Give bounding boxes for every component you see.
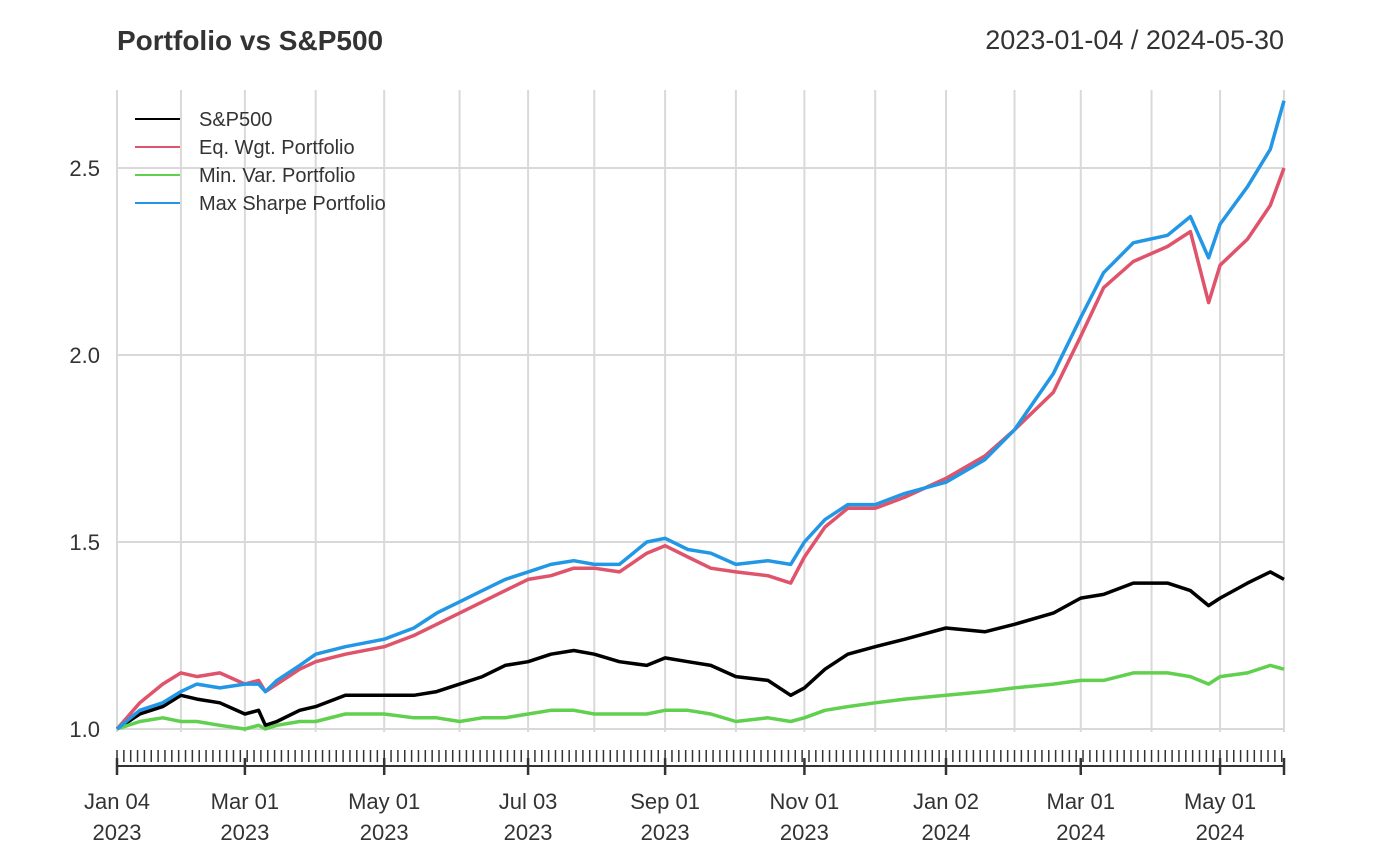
x-tick-label: May 01 [1184,789,1256,814]
x-tick-year-label: 2023 [504,820,553,845]
series-line-s-p500 [116,570,1285,731]
y-tick-label: 2.0 [69,343,100,368]
x-tick-year-label: 2023 [641,820,690,845]
x-tick-label: Mar 01 [1047,789,1115,814]
x-axis: Jan 04 2023 Mar 01 2023 May 01 2023 Jul 03 2023… [84,750,1286,845]
y-tick-label: 1.5 [69,530,100,555]
legend-label: Eq. Wgt. Portfolio [199,137,355,159]
chart-title: Portfolio vs S&P500 [117,25,383,56]
x-tick-year-label: 2023 [93,820,142,845]
x-tick-label: Jan 02 [913,789,979,814]
x-tick-year-label: 2024 [1056,820,1105,845]
date-range-label: 2023-01-04 / 2024-05-30 [985,25,1284,55]
x-tick-year-label: 2024 [922,820,971,845]
x-tick-year-label: 2024 [1196,820,1245,845]
x-tick-label: Nov 01 [770,789,840,814]
x-tick-label: Mar 01 [211,789,279,814]
x-tick-label: May 01 [348,789,420,814]
x-tick-label: Sep 01 [630,789,700,814]
x-tick-year-label: 2023 [360,820,409,845]
x-tick-label: Jul 03 [499,789,558,814]
y-tick-label: 2.5 [69,156,100,181]
series-line-max-sharpe-portfolio [115,100,1286,731]
legend: S&P500 Eq. Wgt. Portfolio Min. Var. Portfo… [135,109,386,215]
legend-label: Max Sharpe Portfolio [199,193,386,215]
legend-label: Min. Var. Portfolio [199,165,355,187]
y-tick-label: 1.0 [69,717,100,742]
y-axis: 1.0 1.5 2.0 2.5 [69,156,100,742]
x-tick-label: Jan 04 [84,789,150,814]
x-tick-year-label: 2023 [220,820,269,845]
series-line-min-var-portfolio [116,663,1285,731]
legend-label: S&P500 [199,109,272,131]
x-tick-year-label: 2023 [780,820,829,845]
series-lines [115,100,1286,731]
